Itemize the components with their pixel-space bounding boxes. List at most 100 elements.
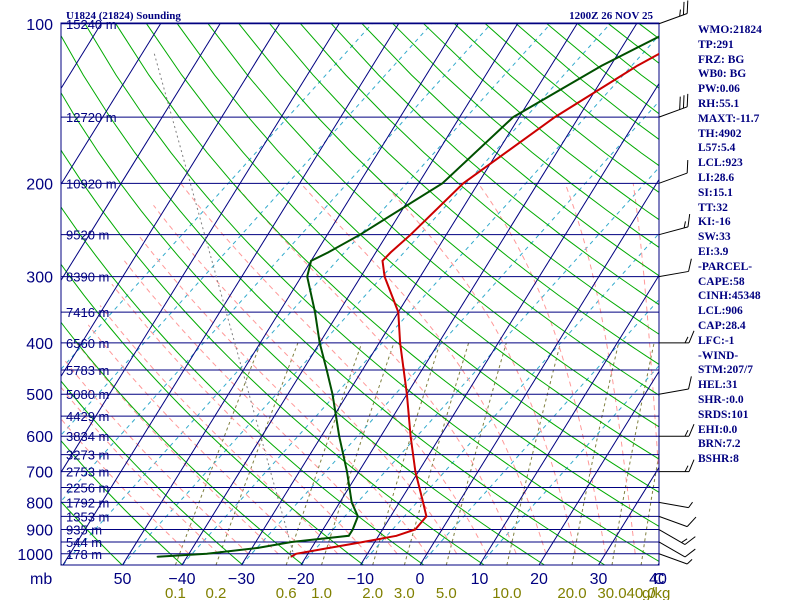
dewpoint-point <box>512 116 515 118</box>
virtual-temp-line <box>241 100 659 565</box>
index-line: BSHR:8 <box>698 453 739 466</box>
height-label: 8390 m <box>66 270 109 285</box>
temperature-tick-label: 50 <box>114 571 132 588</box>
isotherm-line <box>538 370 659 565</box>
moist-adiabat <box>383 182 577 554</box>
x-axis-unit: C <box>653 571 665 588</box>
index-line: -WIND- <box>698 349 739 362</box>
height-label: 544 m <box>66 535 102 550</box>
height-label: 10920 m <box>66 176 117 191</box>
sounding-series <box>156 23 685 558</box>
pressure-tick-label: 500 <box>26 387 53 404</box>
wind-barb-staff <box>658 529 686 545</box>
isotherm-line <box>61 23 221 282</box>
dewpoint-point <box>318 342 321 344</box>
temperature-point <box>462 182 465 185</box>
temperature-point <box>425 515 428 518</box>
height-label: 12720 m <box>66 110 117 125</box>
moist-adiabat <box>61 386 220 555</box>
wind-barb <box>658 376 692 395</box>
dry-adiabat <box>61 439 183 565</box>
dry-adiabat <box>146 23 659 493</box>
index-line: BRN:7.2 <box>698 438 741 451</box>
wind-barb-half <box>688 501 693 508</box>
index-line: TH:4902 <box>698 127 742 140</box>
dewpoint-point <box>683 23 685 25</box>
pressure-tick-label: 400 <box>26 336 53 353</box>
parcel-trace <box>153 51 295 557</box>
mixing-ratio-line <box>174 342 262 565</box>
index-line: WB0: BG <box>698 68 747 81</box>
plot-area <box>61 23 659 565</box>
dry-adiabat <box>61 500 123 565</box>
chart-title: U1824 (21824) Sounding <box>66 10 181 22</box>
wind-barbs <box>658 0 697 565</box>
wind-barb <box>659 330 695 344</box>
isotherm-line <box>241 23 578 565</box>
index-line: -PARCEL- <box>698 260 753 273</box>
dewpoint-point <box>351 528 354 531</box>
index-line: LFC:-1 <box>698 334 735 347</box>
wind-barb <box>658 0 689 25</box>
wind-barb <box>659 459 695 473</box>
y-axis-unit: mb <box>30 571 52 588</box>
temperature-point <box>414 470 417 473</box>
virtual-temp-line <box>61 23 373 370</box>
mixing-ratio-line <box>571 342 620 565</box>
index-line: TT:32 <box>698 201 728 214</box>
dewpoint-point <box>306 275 309 278</box>
pressure-tick-label: 300 <box>26 270 53 287</box>
dewpoint-point <box>357 515 359 518</box>
dewpoint-point <box>338 435 341 437</box>
wind-barb <box>658 258 692 278</box>
index-line: LCL:906 <box>698 305 743 318</box>
wind-barb <box>658 529 696 545</box>
dry-adiabat <box>0 24 2 565</box>
indices-panel: WMO:21824 TP:291 FRZ: BG WB0: BG PW:0.06 RH:5… <box>698 23 798 467</box>
virtual-temperature-lines <box>61 23 659 565</box>
index-line: HEL:31 <box>698 379 738 392</box>
index-line: SI:15.1 <box>698 186 733 199</box>
wind-barb-staff <box>658 501 689 509</box>
temperature-point <box>395 535 398 537</box>
height-label: 1353 m <box>66 509 109 524</box>
isotherm-line <box>61 23 280 378</box>
pressure-tick-label: 700 <box>26 465 53 482</box>
pressure-tick-label: 600 <box>26 429 53 446</box>
mixing-ratio-label: 20.0 <box>557 585 586 600</box>
index-line: CAPE:58 <box>698 275 745 288</box>
dry-adiabat <box>61 380 244 565</box>
wind-barb-staff <box>658 270 689 278</box>
wind-barb-flag <box>688 258 692 272</box>
isotherm-line <box>61 23 161 186</box>
virtual-temp-line <box>122 23 611 565</box>
mixing-ratio-label: 2.0 <box>362 585 383 600</box>
dry-adiabat <box>61 206 425 565</box>
temperature-point <box>383 275 386 278</box>
index-line: CINH:45348 <box>698 290 761 303</box>
index-line: WMO:21824 <box>698 24 762 36</box>
background-layer <box>61 23 659 565</box>
temperature-point <box>409 435 412 437</box>
temperature-point <box>422 501 424 504</box>
temperature-point <box>328 547 331 549</box>
virtual-temp-line <box>61 23 492 502</box>
mixing-ratio-line <box>403 342 470 565</box>
dry-adiabat <box>361 23 659 277</box>
moist-adiabat <box>99 305 339 555</box>
wind-barb-half <box>683 221 686 229</box>
moist-adiabat <box>87 324 309 555</box>
temperature-point <box>406 393 408 396</box>
temperature-tick-label: 40 <box>649 571 667 588</box>
dewpoint-point <box>290 541 293 543</box>
dewpoint-point <box>359 233 361 236</box>
mixing-ratio-label: 0.2 <box>206 585 227 600</box>
wind-barb-half <box>686 559 693 565</box>
wind-barb-staff <box>658 226 689 236</box>
isotherm-line <box>598 466 659 565</box>
pressure-tick-label: 900 <box>26 523 53 540</box>
temperature-point <box>397 311 400 313</box>
temperature-point <box>295 552 297 555</box>
mixing-ratio-label: 40.0 <box>627 585 656 600</box>
dry-adiabat <box>269 23 659 365</box>
